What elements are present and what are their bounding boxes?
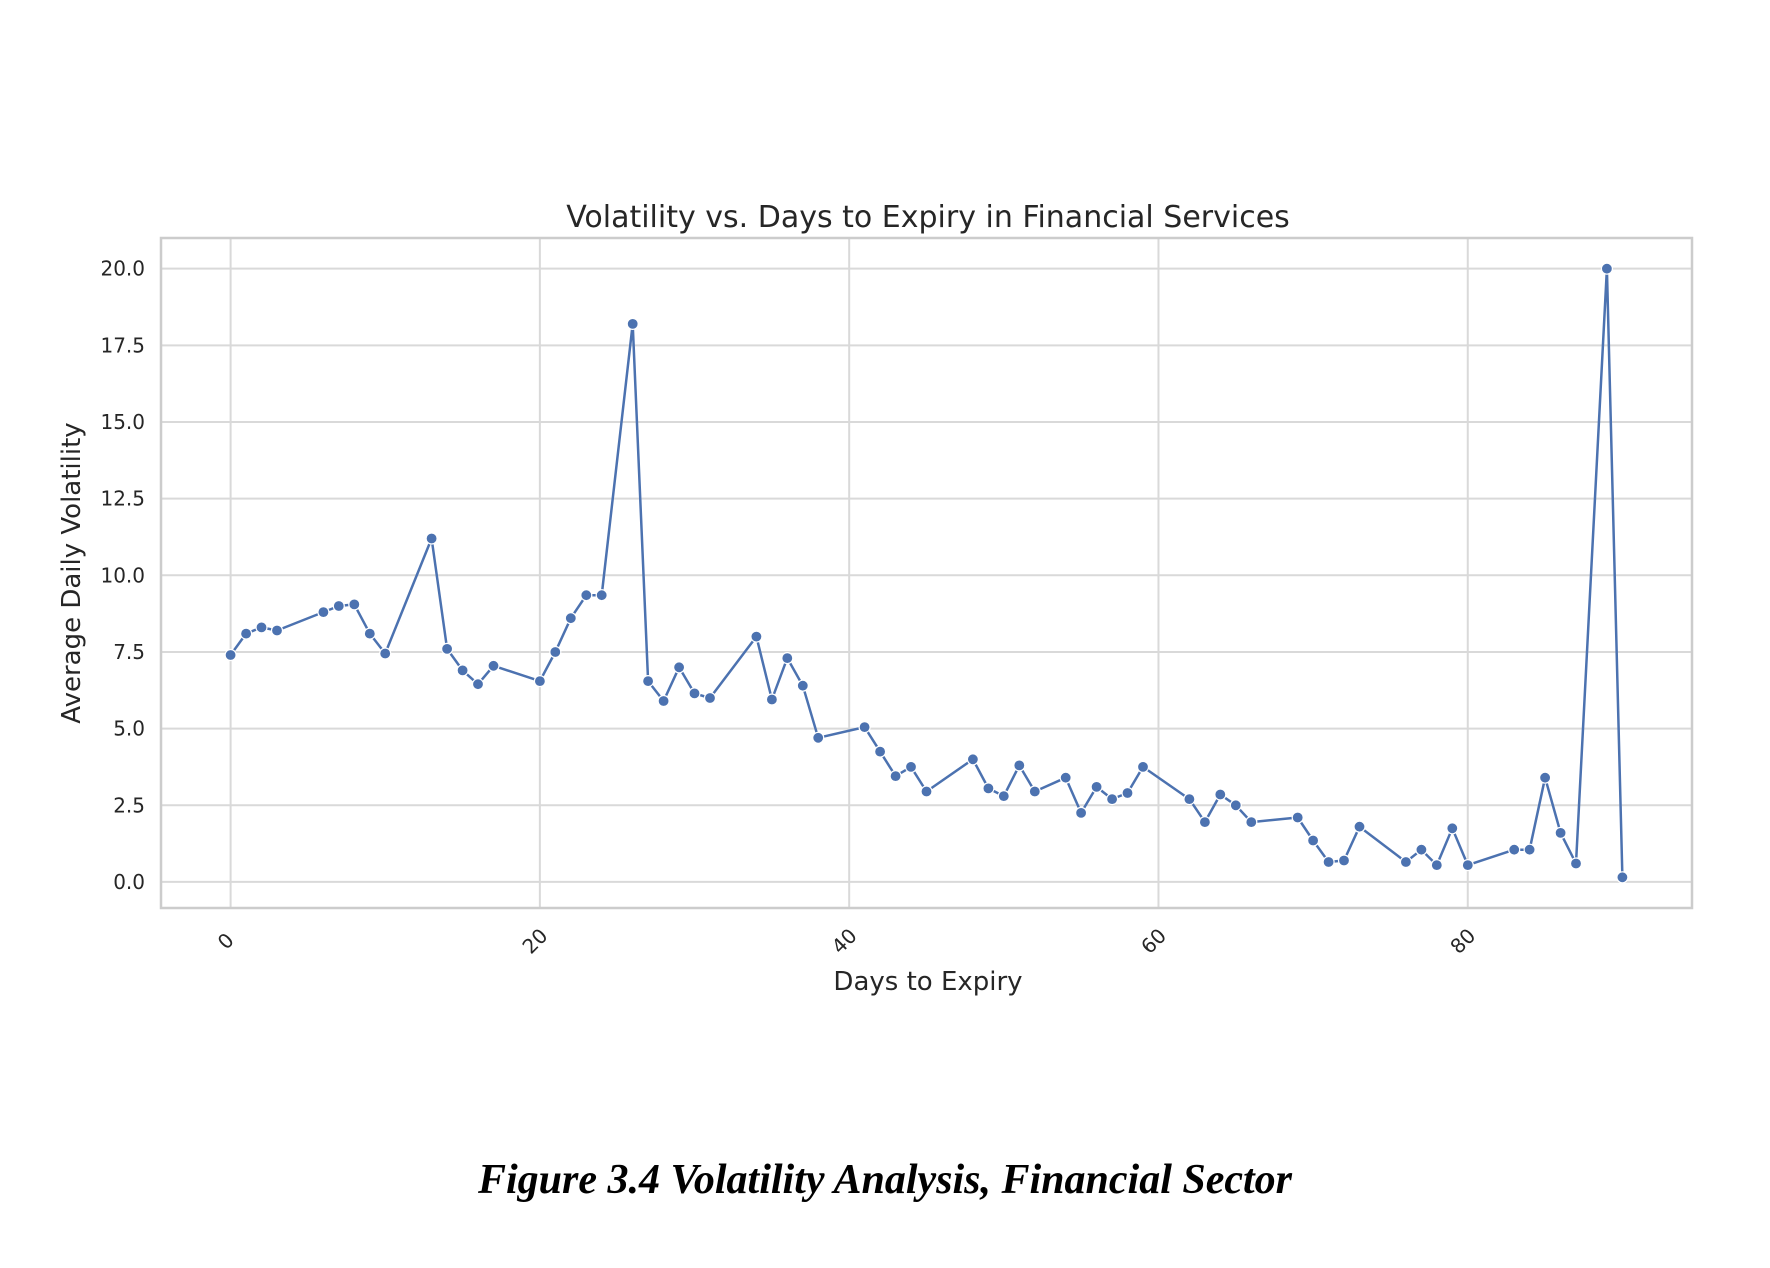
data-point [255,621,268,634]
data-point [363,627,376,640]
x-axis-ticks: 0 20 40 60 80 [213,924,1481,959]
data-point [533,674,547,688]
data-point [1013,759,1026,772]
data-point [1229,799,1242,812]
data-point [441,642,454,656]
data-point [1569,857,1583,870]
data-point [688,687,701,700]
data-point [425,532,438,545]
x-tick-label: 0 [213,928,239,954]
data-point [889,769,902,783]
data-point [1245,815,1258,829]
data-point [904,760,918,774]
data-point [348,598,361,611]
data-point [1183,792,1196,806]
data-point [920,785,933,798]
data-point [224,648,237,662]
y-tick-label: 15.0 [100,410,145,434]
data-point [1399,855,1413,869]
data-point [750,630,763,643]
y-tick-label: 17.5 [100,333,145,357]
x-tick-label: 80 [1445,924,1480,959]
data-point [549,645,562,659]
data-point [1059,771,1072,784]
data-point [1461,858,1474,872]
data-point [1616,871,1629,884]
data-point [1430,858,1443,872]
data-point [1446,822,1459,835]
data-point [317,605,330,619]
x-tick-label: 60 [1136,924,1171,959]
data-point [1337,854,1351,867]
figure-caption: Figure 3.4 Volatility Analysis, Financia… [477,1157,1293,1203]
data-point [471,678,485,691]
data-point [641,674,655,688]
y-axis-label: Average Daily Volatility [57,422,87,723]
data-point [1306,834,1320,847]
data-point [1074,806,1088,820]
data-point [982,782,995,795]
data-point [564,612,577,625]
y-tick-label: 0.0 [113,870,145,894]
data-point [379,647,392,660]
data-point [1136,760,1150,774]
data-point [580,589,593,602]
y-tick-label: 10.0 [100,563,145,587]
data-point [1600,262,1614,275]
data-point [1090,780,1103,794]
plot-area-frame [159,236,1694,910]
data-point [703,691,717,705]
data-point [1554,826,1567,840]
y-tick-label: 2.5 [113,793,145,817]
data-point [858,720,871,734]
data-point [657,694,670,708]
data-point [1028,785,1041,798]
data-point [1322,855,1335,869]
data-point [595,589,608,602]
data-point [1198,815,1212,829]
data-point [796,679,809,692]
data-point [672,661,686,674]
data-point [1105,792,1119,806]
data-point [332,599,345,613]
chart-title: Volatility vs. Days to Expiry in Financi… [566,200,1290,235]
x-tick-label: 40 [827,924,862,959]
data-point [1353,820,1366,833]
data-point [1538,771,1552,784]
data-point [487,659,500,672]
data-point [1214,788,1227,801]
y-tick-label: 20.0 [100,257,145,281]
data-point [765,693,779,706]
data-point [873,745,887,758]
data-point [1121,786,1134,800]
y-tick-label: 12.5 [100,487,145,511]
y-tick-label: 5.0 [113,717,145,741]
volatility-data-points [224,262,1629,884]
grid-lines [161,238,1692,908]
data-point [456,664,469,677]
data-point [997,789,1010,803]
y-tick-label: 7.5 [113,640,145,664]
data-point [1508,843,1521,856]
data-point [1291,811,1304,824]
x-axis-label: Days to Expiry [833,967,1022,997]
data-point [1523,843,1536,856]
data-point [812,731,825,744]
data-point [626,317,639,330]
data-point [966,753,980,766]
x-tick-label: 20 [517,924,552,959]
data-point [240,627,253,640]
data-point [270,624,284,637]
y-axis-ticks: 0.0 2.5 5.0 7.5 10.0 12.5 15.0 17.5 20.0 [100,257,145,894]
data-point [781,651,794,665]
data-point [1415,843,1428,856]
